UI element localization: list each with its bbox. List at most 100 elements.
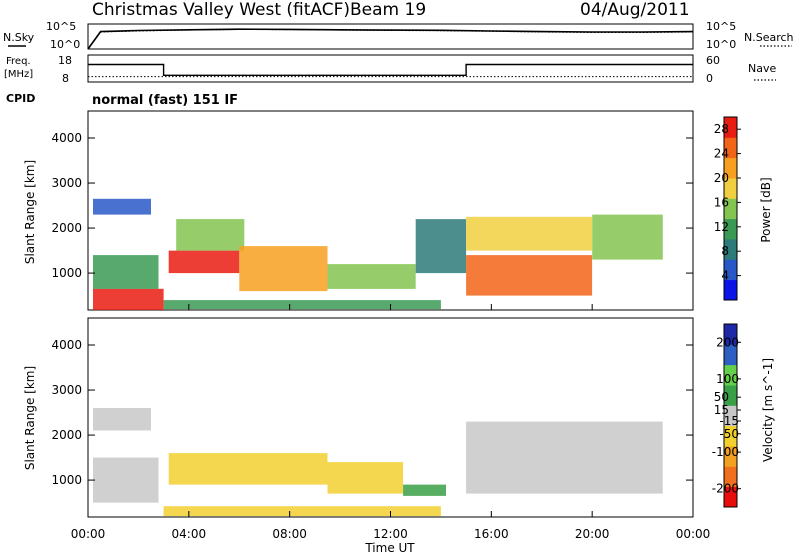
freq-series-0 (88, 63, 693, 76)
noise-series-1 (87, 28, 694, 50)
velocity-colorbar-frame (723, 323, 738, 508)
power-colorbar-label-5: 8 (721, 244, 729, 258)
x-tick-label-5: 20:00 (575, 527, 610, 541)
power-colorbar-swatch-7 (724, 137, 737, 159)
velocity-colorbar-swatch-7 (724, 344, 737, 366)
x-tick-label-1: 04:00 (172, 527, 207, 541)
velocity-colorbar-label-4: -15 (719, 414, 739, 428)
power-ylabel: Slant Range [km] (23, 160, 37, 264)
power-colorbar-label: Power [dB] (759, 177, 773, 242)
nave-tick-bottom: 0 (706, 72, 713, 85)
power-colorbar-label-2: 20 (714, 171, 729, 185)
velocity-colorbar-swatch-3 (724, 425, 737, 447)
velocity-colorbar-swatch-1 (724, 466, 737, 488)
nsearch-tick-top: 10^5 (706, 20, 736, 33)
power-colorbar: 28 24 20 16 12 8 4 (714, 116, 741, 301)
power-colorbar-swatch-1 (724, 259, 737, 281)
noise-plot (87, 28, 694, 50)
power-colorbar-swatch-3 (724, 218, 737, 240)
power-region-6 (327, 264, 416, 289)
velocity-heatmap (93, 408, 663, 517)
velocity-colorbar-swatch-8 (724, 324, 737, 345)
power-region-0 (93, 288, 164, 310)
power-region-8 (466, 255, 593, 296)
velocity-colorbar-label-2: 50 (714, 390, 729, 404)
velocity-region-2 (168, 453, 328, 485)
velocity-colorbar-label-1: 100 (716, 372, 739, 386)
velocity-colorbar-swatch-6 (724, 364, 737, 386)
x-tick-label-2: 08:00 (272, 527, 307, 541)
power-colorbar-frame (723, 116, 738, 301)
velocity-colorbar-label-0: 200 (716, 335, 739, 349)
power-region-4 (176, 219, 245, 251)
velocity-colorbar-label-5: -50 (719, 427, 739, 441)
velocity-region-4 (403, 484, 446, 496)
x-tick-label-6: 00:00 (676, 527, 711, 541)
nsky-label: N.Sky (3, 31, 35, 44)
power-colorbar-label-0: 28 (714, 122, 729, 136)
power-colorbar-swatch-4 (724, 198, 737, 220)
noise-panel-frame (87, 23, 694, 50)
power-ytick-label-0: 4000 (51, 131, 82, 145)
nsearch-label: N.Search (744, 31, 794, 44)
power-colorbar-swatch-8 (724, 117, 737, 138)
power-ytick-label-1: 3000 (51, 176, 82, 190)
velocity-colorbar-label: Velocity [m s^-1] (761, 358, 775, 462)
x-axis-label: Time UT (364, 541, 415, 554)
nsky-tick-bottom: 10^0 (50, 38, 80, 51)
power-region-11 (163, 300, 441, 310)
velocity-colorbar-swatch-0 (724, 486, 737, 508)
power-y-axis: 4000 3000 2000 1000 (51, 131, 693, 280)
velocity-region-6 (163, 506, 441, 517)
velocity-ytick-label-2: 2000 (51, 428, 82, 442)
beam-label: Beam 19 (350, 0, 426, 20)
velocity-ylabel: Slant Range [km] (23, 366, 37, 470)
velocity-ytick-label-0: 4000 (51, 338, 82, 352)
chart-title: Christmas Valley West (fitACF) (92, 0, 350, 20)
velocity-region-3 (327, 462, 404, 494)
freq-panel-frame (87, 54, 694, 83)
freq-tick-top: 18 (58, 54, 72, 67)
power-colorbar-swatch-5 (724, 178, 737, 199)
power-ytick-label-3: 1000 (51, 266, 82, 280)
freq-unit-label: [MHz] (4, 69, 33, 80)
velocity-region-5 (466, 421, 663, 494)
velocity-ytick-label-3: 1000 (51, 473, 82, 487)
cpid-text: normal (fast) 151 IF (92, 93, 238, 108)
date-label: 04/Aug/2011 (580, 0, 690, 20)
power-colorbar-swatch-0 (724, 279, 737, 301)
velocity-colorbar-swatch-5 (724, 385, 737, 406)
cpid-label: CPID (6, 92, 35, 105)
velocity-colorbar-label-3: 15 (714, 403, 729, 417)
nsearch-tick-bottom: 10^0 (706, 38, 736, 51)
power-ytick-label-2: 2000 (51, 221, 82, 235)
power-heatmap (93, 198, 663, 310)
velocity-y-axis: 4000 3000 2000 1000 (51, 338, 693, 487)
power-colorbar-swatch-2 (724, 239, 737, 260)
velocity-colorbar-label-6: -100 (712, 445, 739, 459)
power-region-5 (239, 246, 328, 292)
nave-label: Nave (748, 62, 776, 75)
velocity-colorbar-swatch-4 (724, 405, 737, 427)
power-region-9 (466, 216, 593, 251)
x-tick-label-4: 16:00 (474, 527, 509, 541)
velocity-ytick-label-1: 3000 (51, 383, 82, 397)
power-colorbar-label-1: 24 (714, 147, 729, 161)
power-region-1 (93, 255, 159, 289)
x-tick-label-0: 00:00 (71, 527, 106, 541)
power-colorbar-label-6: 4 (721, 269, 729, 283)
power-colorbar-swatch-6 (724, 157, 737, 179)
velocity-region-0 (93, 457, 159, 503)
velocity-colorbar-label-7: -200 (712, 482, 739, 496)
nsky-tick-top: 10^5 (46, 20, 76, 33)
nave-tick-top: 60 (706, 54, 720, 67)
power-colorbar-label-3: 16 (714, 195, 729, 209)
x-tick-label-3: 12:00 (373, 527, 408, 541)
power-colorbar-label-4: 12 (714, 220, 729, 234)
power-region-10 (592, 214, 663, 260)
freq-label: Freq. (6, 56, 31, 67)
freq-plot (88, 63, 693, 78)
power-region-3 (168, 250, 240, 274)
freq-tick-bottom: 8 (62, 72, 69, 85)
